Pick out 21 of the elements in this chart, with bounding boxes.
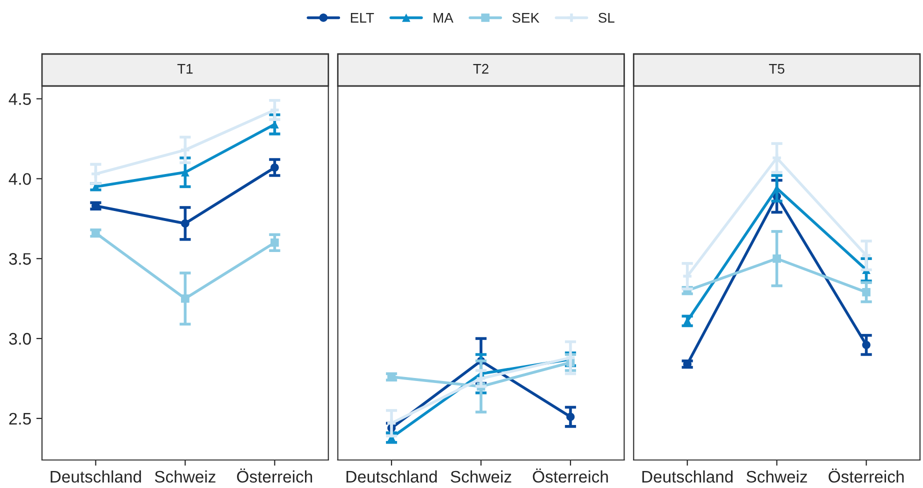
y-tick-label: 4.0 (8, 173, 31, 185)
x-tick-label: Österreich (532, 468, 608, 483)
legend-label: ELT (350, 13, 374, 23)
x-tick-label: Deutschland (50, 470, 141, 483)
x-tick-label: Schweiz (746, 470, 808, 483)
x-tick-label: Schweiz (450, 470, 512, 483)
y-tick-label: 4.5 (8, 93, 31, 105)
chart-title: T5 (769, 64, 784, 74)
y-tick-label: 3.5 (9, 253, 31, 265)
legend-label: SL (598, 12, 614, 23)
x-tick-label: Österreich (828, 468, 904, 483)
x-tick-label: Deutschland (346, 470, 437, 483)
chart-title: T1 (177, 64, 193, 74)
chart-title: T2 (473, 64, 488, 74)
x-tick-label: Schweiz (154, 470, 216, 483)
legend-label: MA (434, 13, 454, 23)
legend-label: SEK (512, 12, 540, 23)
x-tick-label: Deutschland (642, 470, 733, 483)
y-tick-label: 3.0 (9, 332, 31, 345)
y-tick-label: 2.5 (9, 412, 31, 425)
x-tick-label: Österreich (237, 468, 312, 483)
